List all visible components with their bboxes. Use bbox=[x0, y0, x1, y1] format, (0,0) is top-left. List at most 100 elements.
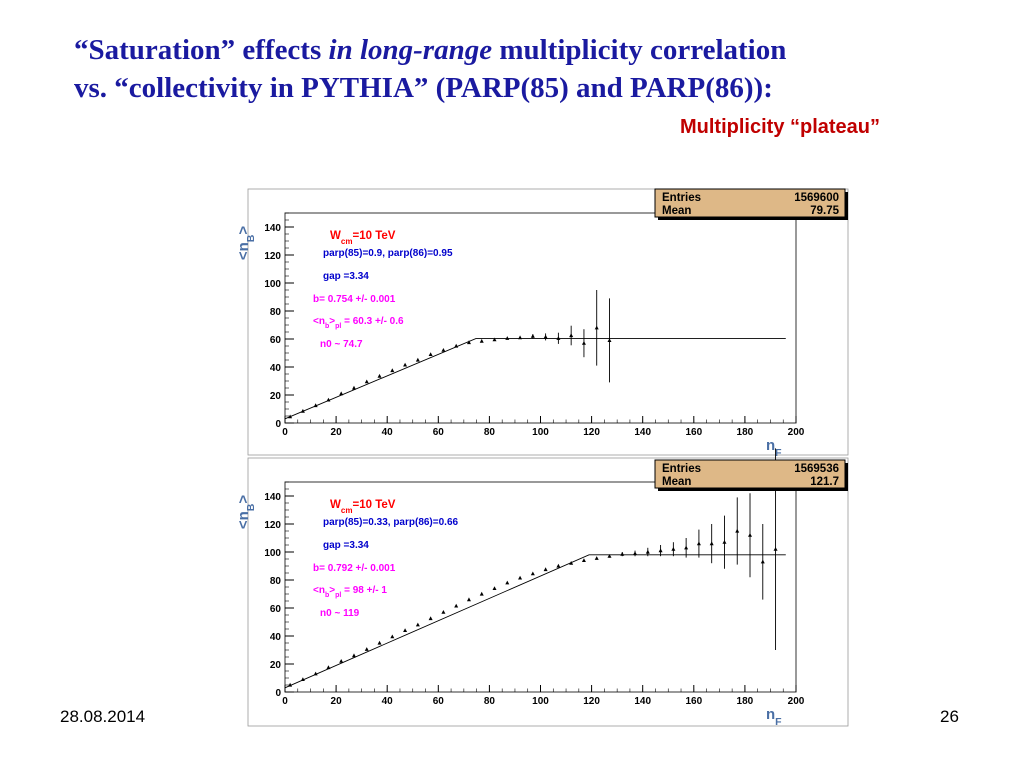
data-point bbox=[492, 337, 497, 342]
plot-annotation: Wcm=10 TeV bbox=[330, 230, 396, 246]
data-point bbox=[300, 408, 305, 413]
data-point bbox=[428, 352, 433, 356]
data-point bbox=[505, 336, 510, 340]
y-tick-label: 60 bbox=[270, 604, 282, 615]
statbox-mean-value: 121.7 bbox=[810, 476, 839, 488]
data-point bbox=[364, 647, 369, 651]
fit-line bbox=[284, 338, 786, 420]
data-point bbox=[313, 403, 318, 408]
data-point bbox=[620, 551, 625, 556]
data-point bbox=[530, 571, 535, 576]
data-point bbox=[722, 540, 727, 544]
data-point bbox=[441, 348, 446, 352]
slide-title-line2: vs. “collectivity in PYTHIA” (PARP(85) a… bbox=[74, 72, 773, 104]
y-tick-label: 100 bbox=[264, 279, 281, 290]
data-point bbox=[351, 385, 356, 390]
data-point bbox=[466, 340, 471, 345]
y-tick-label: 140 bbox=[264, 492, 281, 503]
x-tick-label: 20 bbox=[331, 427, 343, 438]
plot-annotation: b= 0.792 +/- 0.001 bbox=[313, 563, 396, 574]
data-point bbox=[518, 575, 523, 580]
data-point bbox=[377, 640, 382, 645]
x-tick-label: 60 bbox=[433, 696, 445, 707]
x-tick-label: 60 bbox=[433, 427, 445, 438]
data-point bbox=[441, 610, 446, 614]
x-tick-label: 140 bbox=[634, 427, 651, 438]
x-tick-label: 140 bbox=[634, 696, 651, 707]
data-point bbox=[479, 338, 484, 343]
plot-annotation: <nb>pl = 60.3 +/- 0.6 bbox=[313, 316, 404, 330]
data-point bbox=[696, 541, 701, 546]
data-point bbox=[390, 634, 395, 639]
y-tick-label: 60 bbox=[270, 335, 282, 346]
footer-date: 28.08.2014 bbox=[60, 707, 146, 726]
x-tick-label: 120 bbox=[583, 427, 600, 438]
statbox-entries-value: 1569600 bbox=[794, 192, 839, 204]
statbox-mean-label: Mean bbox=[662, 205, 691, 217]
y-tick-label: 20 bbox=[270, 660, 282, 671]
data-point bbox=[671, 547, 676, 551]
x-tick-label: 20 bbox=[331, 696, 343, 707]
plot-annotation: gap =3.34 bbox=[323, 540, 369, 551]
x-axis-label: nF bbox=[766, 706, 782, 728]
data-point bbox=[569, 333, 574, 338]
data-point bbox=[415, 357, 420, 362]
y-tick-label: 0 bbox=[275, 688, 281, 699]
data-point bbox=[403, 362, 408, 367]
title-part2: multiplicity correlation bbox=[492, 34, 787, 66]
x-tick-label: 100 bbox=[532, 427, 549, 438]
plot-annotation: n0 ~ 119 bbox=[320, 608, 360, 619]
x-tick-label: 120 bbox=[583, 696, 600, 707]
plot-annotation: n0 ~ 74.7 bbox=[320, 339, 363, 350]
y-tick-label: 0 bbox=[275, 419, 281, 430]
data-point bbox=[390, 368, 395, 373]
x-axis-label: nF bbox=[766, 437, 782, 459]
data-point bbox=[735, 528, 740, 533]
x-tick-label: 200 bbox=[788, 427, 805, 438]
data-point bbox=[530, 334, 535, 338]
data-point bbox=[454, 343, 459, 348]
x-tick-label: 180 bbox=[737, 427, 754, 438]
x-tick-label: 0 bbox=[282, 696, 288, 707]
y-tick-label: 140 bbox=[264, 223, 281, 234]
y-tick-label: 20 bbox=[270, 391, 282, 402]
fit-line bbox=[284, 554, 786, 689]
page-number: 26 bbox=[940, 707, 959, 726]
y-tick-label: 80 bbox=[270, 576, 282, 587]
pad-border bbox=[247, 457, 849, 727]
data-point bbox=[633, 551, 638, 555]
plot-annotation: parp(85)=0.9, parp(86)=0.95 bbox=[323, 248, 453, 259]
y-tick-label: 80 bbox=[270, 307, 282, 318]
data-point bbox=[581, 558, 586, 562]
plot-annotation: <nb>pl = 98 +/- 1 bbox=[313, 585, 387, 599]
data-point bbox=[518, 335, 523, 340]
data-point bbox=[658, 548, 663, 553]
statbox bbox=[654, 188, 846, 218]
data-point bbox=[415, 622, 420, 627]
data-point bbox=[607, 338, 612, 342]
data-point bbox=[594, 556, 599, 560]
statbox bbox=[654, 459, 846, 489]
statbox-entries-label: Entries bbox=[662, 192, 701, 204]
data-point bbox=[709, 541, 714, 546]
data-point bbox=[428, 616, 433, 621]
data-point bbox=[377, 373, 382, 378]
pad-border bbox=[247, 188, 849, 456]
x-tick-label: 0 bbox=[282, 427, 288, 438]
data-point bbox=[403, 628, 408, 632]
statbox-entries-label: Entries bbox=[662, 463, 701, 475]
y-axis-label: <nB> bbox=[235, 495, 257, 530]
data-point bbox=[466, 597, 471, 602]
data-point bbox=[313, 671, 318, 676]
x-tick-label: 40 bbox=[382, 427, 394, 438]
plot-annotation: gap =3.34 bbox=[323, 271, 369, 282]
data-point bbox=[364, 379, 369, 384]
data-point bbox=[645, 549, 650, 554]
data-point bbox=[569, 561, 574, 565]
y-tick-label: 100 bbox=[264, 548, 281, 559]
data-point bbox=[594, 325, 599, 330]
data-point bbox=[760, 559, 765, 564]
plot-panel-1: 0 20 40 60 80 100 120 140 160 180 200 0 20 40 60 80 100 1… bbox=[235, 188, 849, 459]
plot-annotation: parp(85)=0.33, parp(86)=0.66 bbox=[323, 517, 459, 528]
